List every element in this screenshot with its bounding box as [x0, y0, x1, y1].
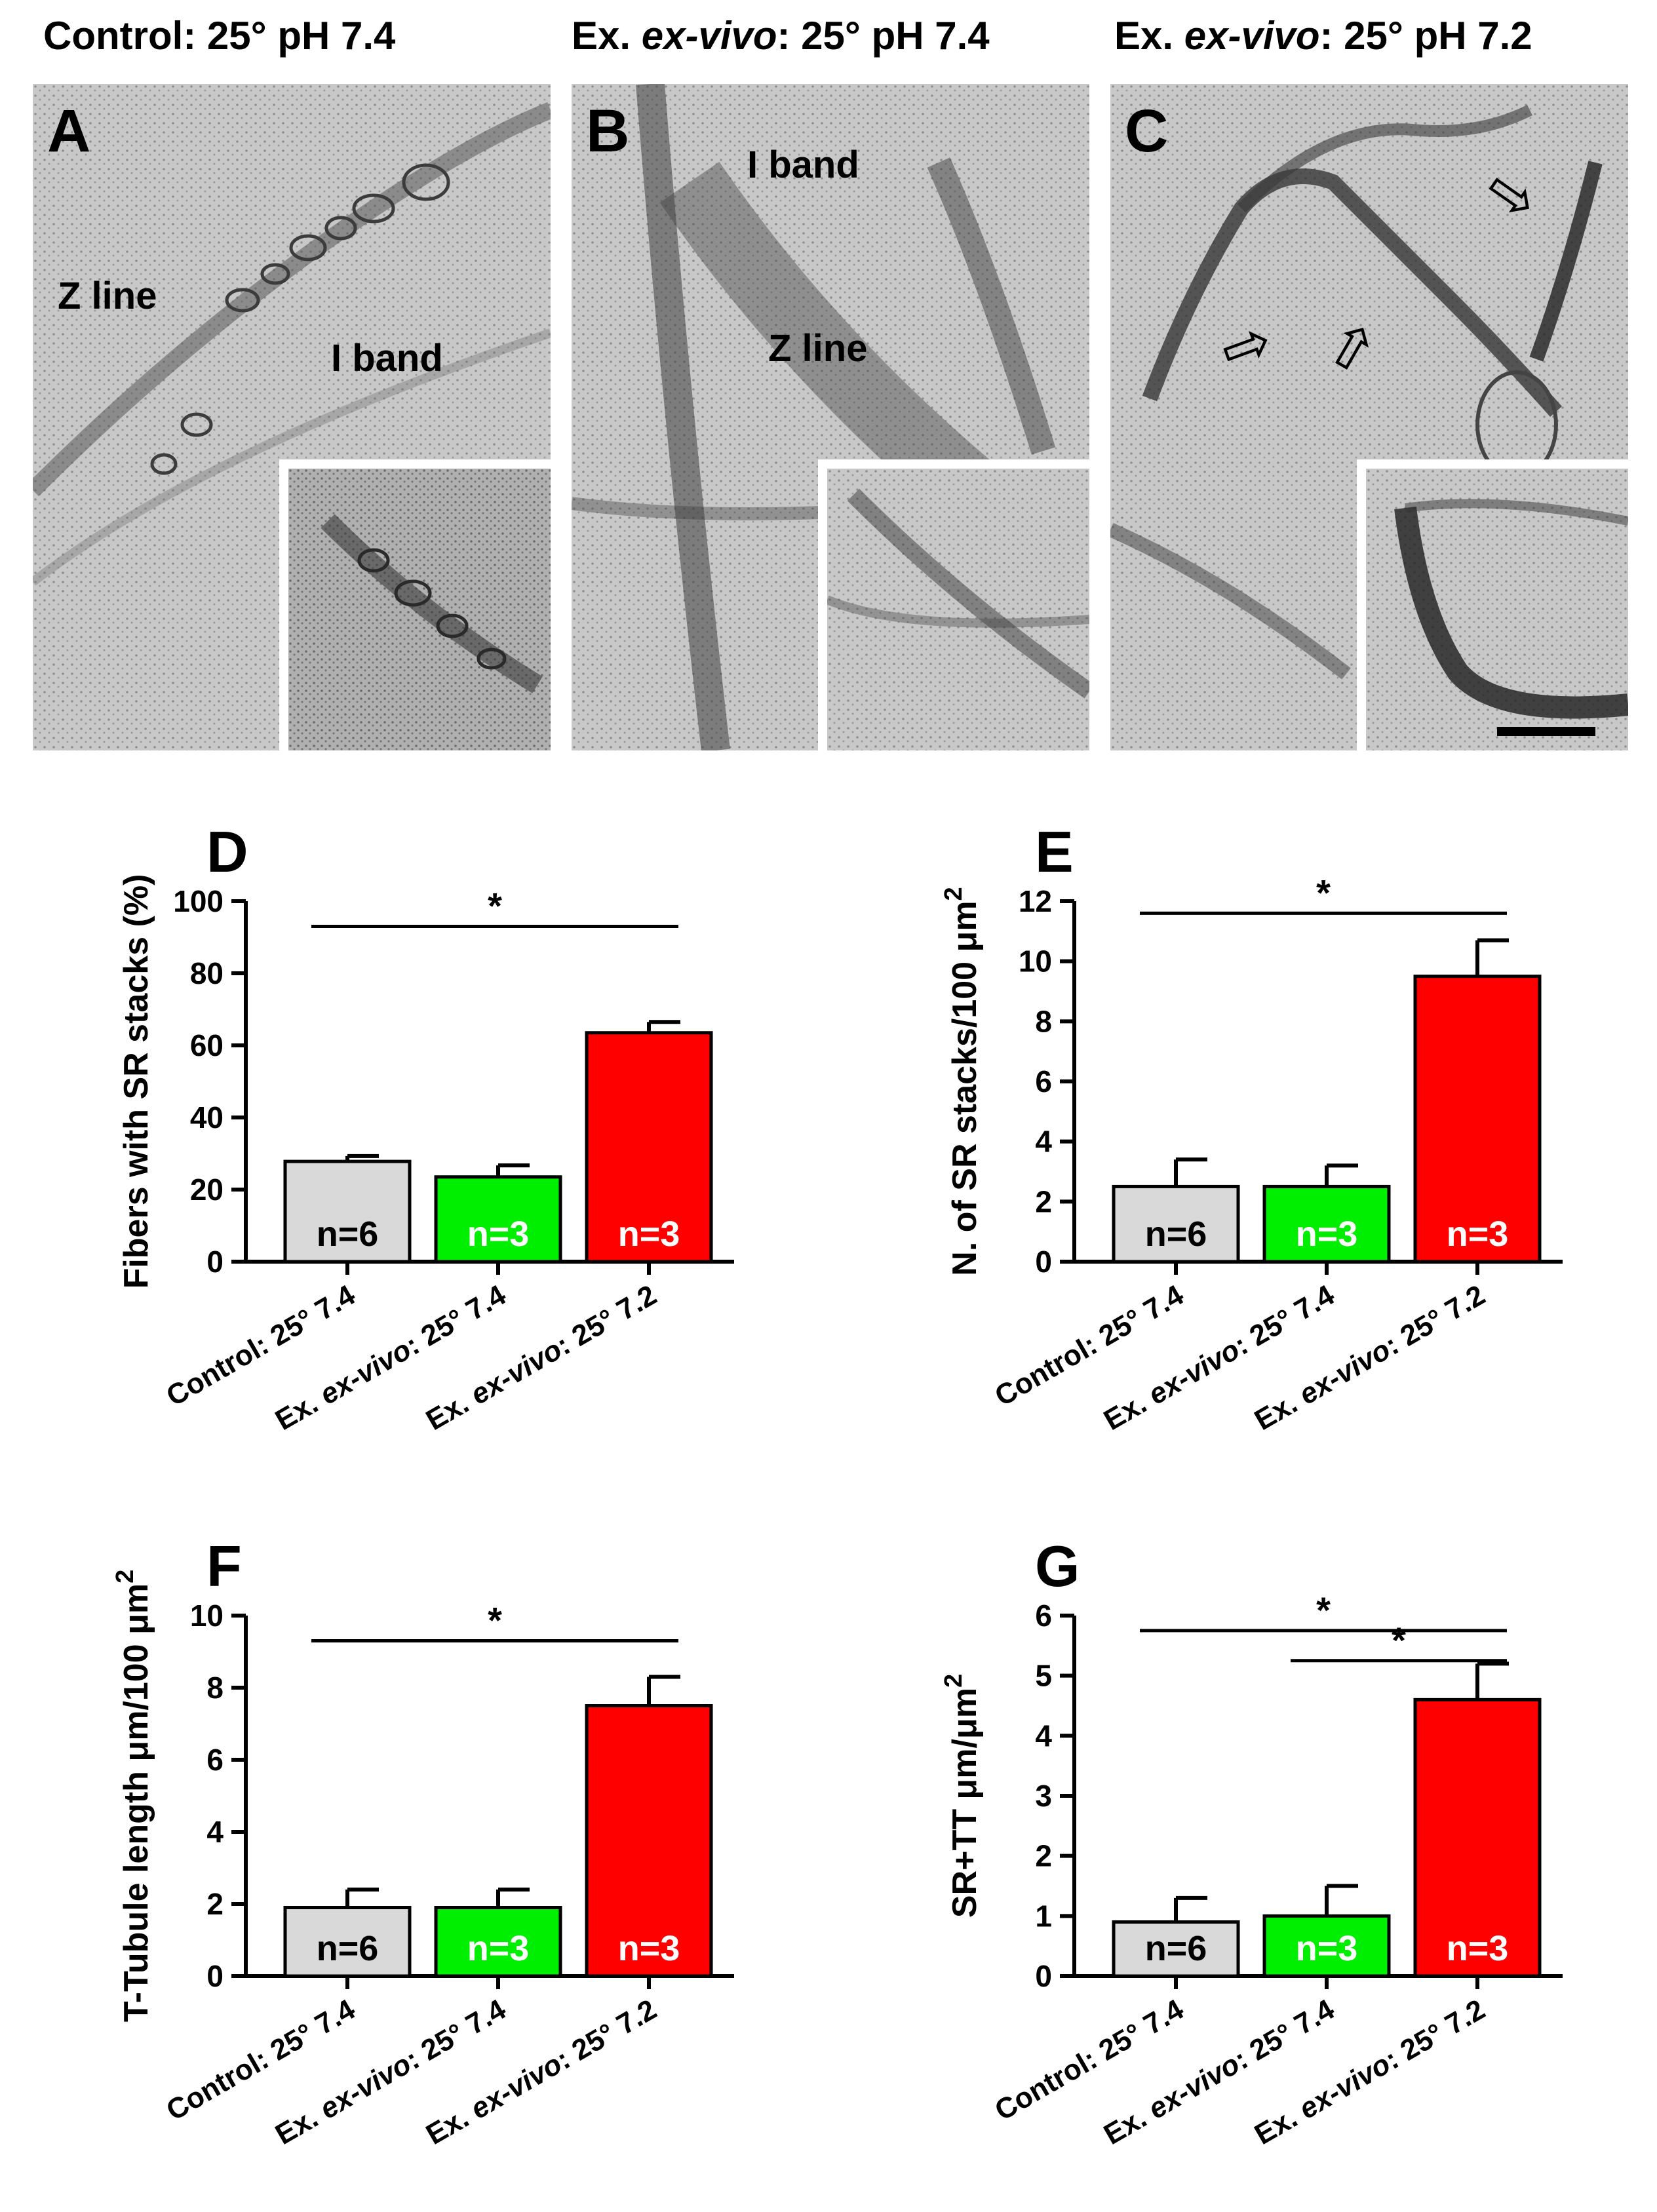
n-label: n=3: [467, 1929, 530, 1968]
significance-label: *: [1316, 1589, 1331, 1631]
n-label: n=3: [618, 1214, 680, 1254]
y-axis-label: N. of SR stacks/100 μm2: [940, 887, 984, 1275]
y-tick-label: 20: [190, 1173, 224, 1207]
n-label: n=6: [317, 1929, 379, 1968]
y-tick-label: 5: [1035, 1659, 1052, 1693]
panel-a-title: Control: 25° pH 7.4: [43, 14, 396, 58]
y-tick-label: 10: [190, 1599, 224, 1633]
panel-letter: G: [1035, 1534, 1080, 1599]
chart-g: G 0 1 2 3 4 5 6 SR+TT μm/μm2 n=6 Control: 25° 7.4 n…: [828, 1488, 1657, 2209]
scale-bar: [1497, 727, 1595, 736]
micrograph-c: C ⇨ ⇨ ⇨: [1110, 84, 1628, 750]
y-tick-label: 60: [190, 1028, 224, 1062]
y-axis-label: SR+TT μm/μm2: [940, 1674, 984, 1918]
y-tick-label: 40: [190, 1100, 224, 1135]
z-line-label: Z line: [58, 275, 157, 317]
y-tick-label: 2: [1035, 1839, 1052, 1873]
bar: [585, 1704, 713, 1978]
bar: [434, 1906, 562, 1978]
significance-label: *: [1316, 872, 1331, 913]
i-band-label: I band: [747, 144, 859, 186]
y-tick-label: 8: [206, 1671, 224, 1705]
n-label: n=6: [1145, 1929, 1207, 1968]
y-tick-label: 4: [206, 1815, 224, 1849]
inset-a: [279, 459, 551, 750]
y-axis-label: Fibers with SR stacks (%): [117, 874, 155, 1289]
y-tick-label: 10: [1019, 944, 1052, 979]
panel-b-title: Ex. ex-vivo: 25° pH 7.4: [572, 14, 990, 58]
y-tick-label: 12: [1019, 884, 1052, 918]
inset-c: [1357, 459, 1628, 750]
bar: [1112, 1920, 1240, 1978]
y-tick-label: 0: [206, 1245, 224, 1279]
n-label: n=3: [1296, 1214, 1358, 1254]
y-tick-label: 80: [190, 956, 224, 990]
y-tick-label: 6: [206, 1743, 224, 1777]
z-line-label: Z line: [768, 327, 868, 370]
micrograph-b: B I band Z line: [572, 84, 1089, 750]
chart-d: D 0 20 40 60 80 100 Fibers with SR stacks (%) n=…: [0, 773, 828, 1494]
y-tick-label: 0: [1035, 1245, 1052, 1279]
n-label: n=3: [1447, 1214, 1509, 1254]
panel-letter: E: [1035, 819, 1074, 884]
y-tick-label: 4: [1035, 1718, 1052, 1753]
chart-f: F 0 2 4 6 8 10 T-Tubule length μm/100 μm2 n=6 Con…: [0, 1488, 828, 2209]
n-label: n=6: [317, 1214, 379, 1254]
n-label: n=3: [1296, 1929, 1358, 1968]
y-tick-label: 0: [1035, 1959, 1052, 1993]
panel-letter-c: C: [1125, 98, 1169, 165]
inset-b: [818, 459, 1089, 750]
y-tick-label: 8: [1035, 1004, 1052, 1038]
significance-label: *: [488, 1600, 502, 1641]
panel-letter-a: A: [47, 98, 91, 165]
chart-e: E 0 2 4 6 8 10 12 N. of SR stacks/100 μm2 n=6 Cont…: [828, 773, 1657, 1494]
y-tick-label: 1: [1035, 1899, 1052, 1933]
panel-c-title: Ex. ex-vivo: 25° pH 7.2: [1114, 14, 1532, 58]
bar: [1262, 1184, 1391, 1264]
y-axis-label: T-Tubule length μm/100 μm2: [111, 1570, 155, 2023]
n-label: n=3: [1447, 1929, 1509, 1968]
panel-letter: D: [206, 819, 248, 884]
y-tick-label: 0: [206, 1959, 224, 1993]
bar: [283, 1159, 412, 1264]
panel-letter: F: [206, 1534, 242, 1599]
y-tick-label: 3: [1035, 1779, 1052, 1813]
y-tick-label: 6: [1035, 1064, 1052, 1098]
significance-label: *: [488, 885, 502, 927]
micrograph-a: A Z line I band: [33, 84, 551, 750]
i-band-label: I band: [331, 337, 443, 379]
y-tick-label: 2: [206, 1887, 224, 1921]
n-label: n=6: [1145, 1214, 1207, 1254]
bar: [1112, 1184, 1240, 1264]
y-tick-label: 6: [1035, 1599, 1052, 1633]
y-tick-label: 4: [1035, 1125, 1052, 1159]
n-label: n=3: [467, 1214, 530, 1254]
bar: [585, 1031, 713, 1264]
y-tick-label: 100: [173, 884, 224, 918]
significance-label: *: [1392, 1620, 1406, 1661]
y-tick-label: 2: [1035, 1184, 1052, 1218]
panel-letter-b: B: [586, 98, 630, 165]
n-label: n=3: [618, 1929, 680, 1968]
